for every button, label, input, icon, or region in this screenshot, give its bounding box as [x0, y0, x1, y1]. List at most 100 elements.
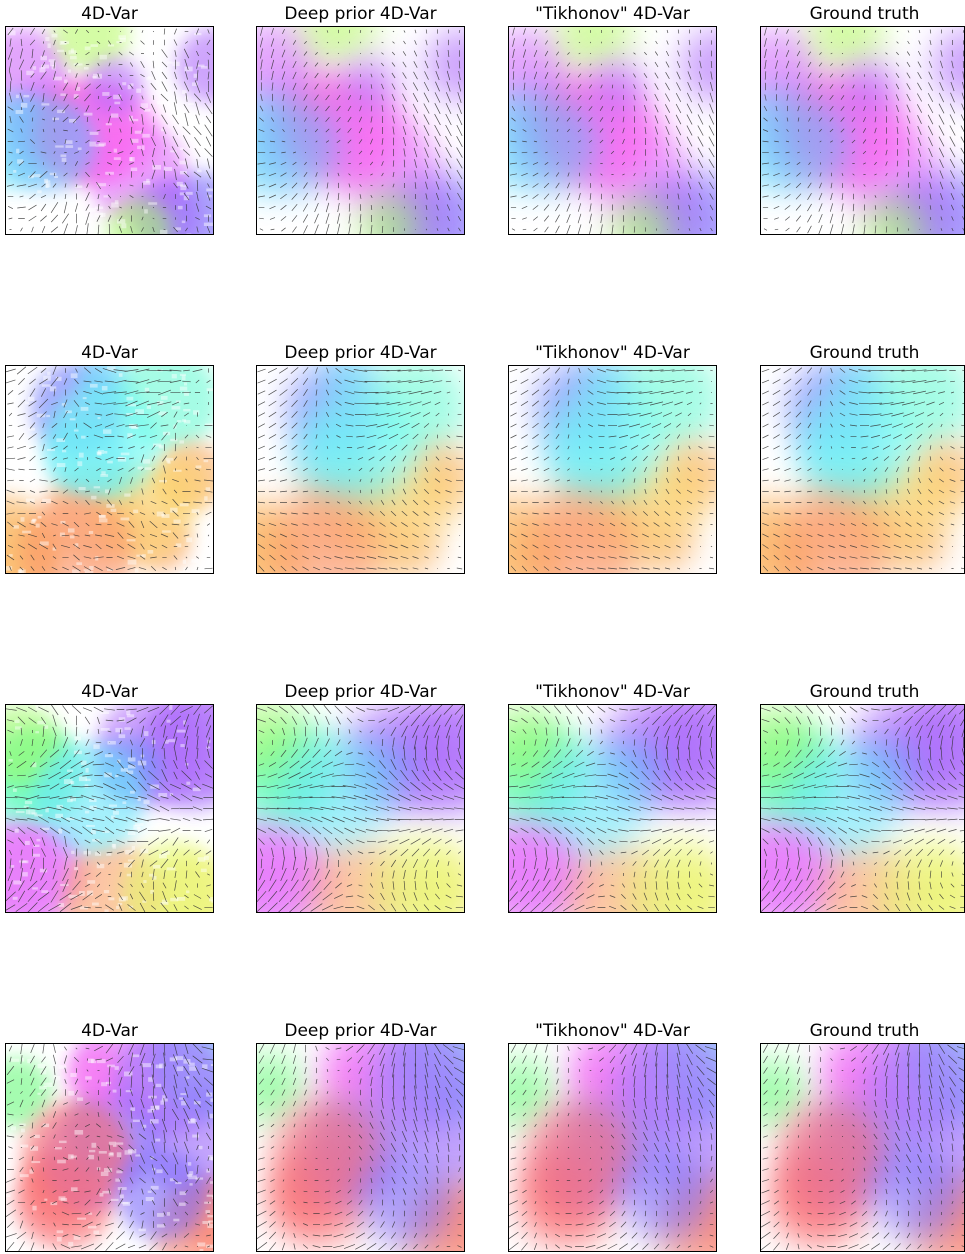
noise — [99, 515, 106, 518]
noise — [52, 34, 58, 37]
noise — [120, 1194, 124, 1198]
noise — [32, 762, 36, 767]
noise — [78, 147, 82, 150]
noise — [186, 890, 189, 893]
panel-image — [467, 685, 763, 947]
panel-image — [468, 0, 757, 283]
noise — [6, 409, 12, 412]
noise — [47, 449, 55, 451]
noise — [133, 510, 138, 514]
noise — [50, 173, 57, 175]
noise — [188, 1162, 192, 1166]
noise — [168, 739, 175, 742]
noise — [29, 810, 36, 815]
color-blob — [280, 736, 392, 848]
noise — [48, 1043, 54, 1047]
noise — [45, 183, 48, 188]
noise — [81, 436, 86, 439]
noise — [16, 110, 24, 114]
figure: 4D-VarDeep prior 4D-Var"Tikhonov" 4D-Var… — [0, 0, 965, 1254]
noise — [32, 519, 37, 521]
noise — [148, 202, 157, 205]
noise — [142, 134, 149, 138]
panel — [485, 1008, 763, 1254]
noise — [90, 132, 99, 135]
noise — [192, 1135, 199, 1138]
panel-title: 4D-Var — [81, 1021, 138, 1041]
noise — [153, 865, 160, 869]
noise — [37, 213, 45, 217]
panel-image — [737, 1008, 965, 1254]
noise — [172, 110, 178, 113]
noise — [44, 1199, 47, 1201]
noise — [107, 741, 115, 745]
noise — [109, 1142, 116, 1145]
noise — [189, 1171, 193, 1175]
noise — [159, 1063, 164, 1068]
noise — [204, 496, 207, 500]
noise — [160, 1100, 164, 1104]
noise — [142, 554, 145, 557]
noise — [100, 213, 105, 217]
noise — [20, 1145, 28, 1148]
noise — [26, 71, 34, 75]
color-blob — [361, 1155, 453, 1247]
noise — [45, 37, 49, 41]
panel-image — [458, 349, 730, 609]
noise — [103, 195, 108, 197]
noise — [164, 167, 172, 171]
color-blob — [777, 1100, 885, 1208]
noise — [133, 1120, 140, 1122]
noise — [121, 223, 126, 228]
noise — [6, 393, 15, 395]
noise — [15, 829, 19, 833]
noise — [144, 731, 148, 736]
panel — [211, 691, 518, 943]
noise — [89, 1150, 95, 1152]
noise — [87, 880, 95, 884]
noise — [64, 779, 73, 784]
noise — [128, 831, 136, 835]
noise — [132, 1054, 139, 1057]
noise — [121, 453, 130, 456]
noise — [102, 386, 108, 391]
panel-title: Ground truth — [810, 1021, 920, 1041]
noise — [179, 440, 184, 443]
noise — [16, 95, 19, 98]
noise — [160, 230, 167, 234]
panel — [467, 685, 763, 947]
noise — [79, 453, 84, 458]
panel-title: 4D-Var — [81, 343, 138, 363]
noise — [204, 460, 209, 462]
noise — [34, 814, 42, 816]
noise — [13, 170, 16, 173]
noise — [211, 544, 220, 547]
color-blob — [776, 495, 890, 609]
color-blob — [467, 822, 570, 925]
noise — [183, 560, 186, 564]
noise — [38, 516, 42, 519]
noise — [90, 384, 98, 388]
noise — [74, 867, 78, 870]
noise — [108, 44, 114, 46]
noise — [85, 1076, 92, 1079]
noise — [52, 118, 59, 120]
panel-title: Ground truth — [810, 682, 920, 702]
noise — [194, 33, 201, 35]
noise — [161, 396, 168, 400]
noise — [85, 768, 88, 773]
noise — [180, 744, 184, 747]
panel-title: Ground truth — [810, 343, 920, 363]
panel-image — [212, 0, 500, 285]
noise — [68, 1154, 74, 1159]
noise — [135, 409, 144, 414]
noise — [38, 222, 45, 227]
noise — [142, 900, 146, 902]
panel-title: Deep prior 4D-Var — [284, 4, 436, 24]
noise — [197, 170, 201, 173]
noise — [157, 1224, 165, 1227]
noise — [23, 199, 28, 202]
noise — [173, 470, 181, 472]
panel — [0, 349, 227, 609]
noise — [191, 559, 198, 563]
